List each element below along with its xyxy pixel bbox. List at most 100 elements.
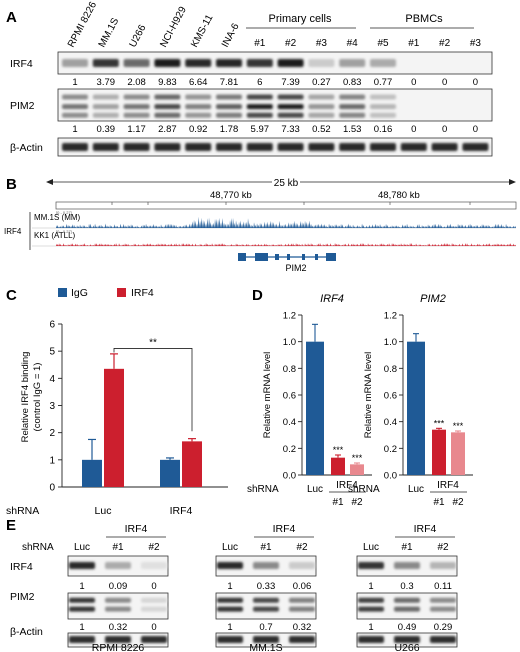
- blot-band: [246, 112, 273, 118]
- significance-label: ***: [333, 445, 344, 455]
- y-tick-label: 6: [49, 320, 55, 331]
- blot-band: [246, 94, 273, 100]
- blot-quant: 0: [473, 77, 478, 88]
- blot-quant: 0: [411, 124, 416, 135]
- legend-swatch-irf4: [117, 288, 126, 297]
- blot-quant: 0: [151, 581, 156, 592]
- blot-band: [141, 636, 167, 643]
- c-shrna-prefix: shRNA: [6, 505, 39, 517]
- significance-label: **: [149, 337, 157, 348]
- y-tick-label: 3: [49, 401, 55, 412]
- blot-band: [358, 562, 384, 569]
- lane-label: MM.1S: [97, 16, 122, 49]
- blot-band: [141, 606, 167, 612]
- blot-band: [370, 94, 396, 100]
- blot-band: [358, 597, 384, 603]
- chip-signal: [56, 243, 516, 246]
- d-chart-title: PIM2: [420, 293, 446, 305]
- e-lane-label: #2: [296, 542, 308, 553]
- bar-irf4-luc: [104, 368, 124, 487]
- lane-label: #2: [285, 38, 297, 49]
- blot-band: [370, 104, 396, 110]
- e-lane-label: Luc: [222, 542, 238, 553]
- blot-row-label: IRF4: [10, 58, 33, 70]
- blot-band: [185, 94, 212, 100]
- e-knock-header: IRF4: [414, 523, 437, 535]
- blot-band: [277, 94, 304, 100]
- y-tick-label: 0: [49, 483, 55, 494]
- chip-track-mm1s: [56, 216, 516, 228]
- blot-quant: 0.92: [189, 124, 208, 135]
- blot-band: [246, 143, 273, 151]
- blot-band: [339, 143, 366, 151]
- blot-quant: 0.49: [398, 622, 417, 633]
- group-primary-cells: Primary cells: [269, 13, 332, 25]
- blot-quant: 1: [227, 622, 232, 633]
- blot-band: [289, 606, 315, 612]
- panel-d: D IRF4 Relative mRNA level 0.0 0.2 0.4 0.6 0.8…: [247, 287, 473, 508]
- blot-quant: 1.17: [127, 124, 146, 135]
- blot-band: [216, 59, 242, 67]
- panel-c: C IgG IRF4 Relative IRF4 binding (contro…: [6, 287, 228, 517]
- blot-band: [216, 104, 242, 110]
- blot-band: [105, 597, 131, 603]
- e-group-mm-1s: IRF4 Luc #1 #2 1 0.33 0.06 1 0.7 0.32 MM.1S: [215, 523, 317, 652]
- blot-band: [154, 143, 181, 151]
- coord-left: 48,770 kb: [210, 190, 252, 201]
- e-row-actin: β-Actin: [10, 626, 43, 638]
- panel-b-letter: B: [6, 176, 17, 193]
- blot-band: [141, 597, 167, 603]
- blot-band: [123, 112, 150, 118]
- blot-band: [154, 112, 181, 118]
- d-ylabel: Relative mRNA level: [363, 352, 374, 439]
- blot-band: [62, 104, 88, 110]
- blot-band: [105, 636, 131, 643]
- blot-band: [185, 143, 212, 151]
- blot-band: [394, 562, 420, 569]
- blot-band: [154, 94, 181, 100]
- lane-label: #4: [347, 38, 359, 49]
- y-tick-label: 1.0: [384, 337, 397, 348]
- e-lane-label: Luc: [363, 542, 379, 553]
- blot-frame: [57, 137, 493, 157]
- blot-band: [394, 606, 420, 612]
- d-ylabel: Relative mRNA level: [262, 352, 273, 439]
- blot-band: [462, 143, 489, 151]
- blot-band: [253, 606, 279, 612]
- blot-quant: 1: [227, 581, 232, 592]
- knockdown-header: IRF4: [437, 480, 459, 491]
- blot-quant: 0.3: [400, 581, 413, 592]
- blot-quant: 0.32: [109, 622, 128, 633]
- panel-e-letter: E: [6, 517, 16, 534]
- blot-quant: 0.33: [257, 581, 276, 592]
- blot-band: [246, 104, 273, 110]
- blot-frame: [57, 88, 493, 122]
- bar-Luc: [407, 341, 425, 475]
- blot-band: [253, 636, 279, 643]
- e-group-u266: IRF4 Luc #1 #2 1 0.3 0.11 1 0.49 0.29 U266: [356, 523, 458, 652]
- bar-irf4-irf4: [182, 441, 202, 487]
- e-cell-line-label: U266: [394, 642, 419, 652]
- blot-quant: 0.09: [109, 581, 128, 592]
- blot-band: [394, 636, 420, 643]
- chart-d-irf4: IRF4 Relative mRNA level 0.0 0.2 0.4 0.6 0.8 1.…: [247, 293, 372, 508]
- blot-quant: 0: [442, 124, 447, 135]
- blot-band: [69, 562, 95, 569]
- knockdown-header: IRF4: [336, 480, 358, 491]
- y-tick-label: 0.8: [283, 364, 296, 375]
- blot-band: [123, 94, 150, 100]
- blot-band: [217, 597, 243, 603]
- y-tick-label: 5: [49, 347, 55, 358]
- blot-quant: 0.7: [259, 622, 272, 633]
- x-category-label: IRF4: [170, 505, 193, 517]
- y-tick-label: 0.4: [384, 417, 397, 428]
- group-pbmcs: PBMCs: [405, 13, 443, 25]
- e-lane-label: #2: [148, 542, 160, 553]
- blot-quant: 0.83: [343, 77, 362, 88]
- blot-quant: 6.64: [189, 77, 208, 88]
- chip-track-kk1: [56, 243, 516, 246]
- x-category-label: #2: [452, 497, 464, 508]
- e-lane-label: #2: [437, 542, 449, 553]
- blot-band: [105, 606, 131, 612]
